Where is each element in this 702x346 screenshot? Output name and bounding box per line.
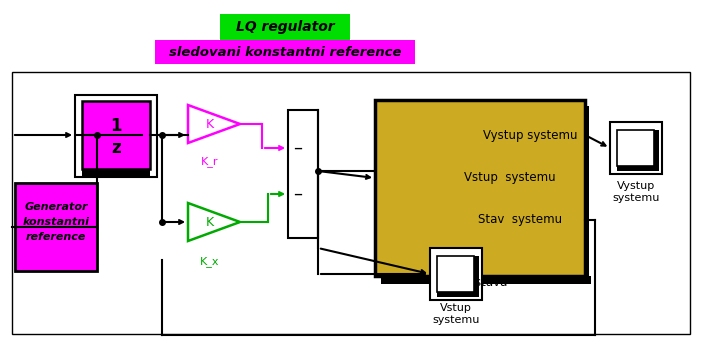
Text: Generator: Generator [25, 202, 88, 212]
Bar [617, 130, 654, 166]
Bar [654, 130, 659, 171]
Bar [288, 110, 318, 238]
Bar [15, 183, 97, 271]
Text: –: – [293, 139, 303, 157]
Text: Vystup systemu: Vystup systemu [483, 128, 577, 142]
Text: z: z [111, 139, 121, 157]
Text: konstantni: konstantni [22, 217, 89, 227]
Text: Vstup  systemu: Vstup systemu [464, 172, 556, 184]
Bar [437, 292, 474, 297]
Bar [75, 95, 157, 177]
Text: sledovani konstantni reference: sledovani konstantni reference [168, 46, 402, 58]
Bar [581, 106, 589, 282]
Text: –: – [293, 185, 303, 203]
Text: K_r: K_r [201, 156, 219, 167]
Bar [12, 72, 690, 334]
Bar [610, 122, 662, 174]
Bar [82, 101, 150, 169]
Bar [437, 256, 474, 292]
Text: LQ regulator: LQ regulator [236, 20, 334, 34]
Text: systemu: systemu [612, 193, 660, 203]
Text: K: K [206, 118, 214, 130]
Bar [220, 14, 350, 40]
Bar [155, 40, 415, 64]
Text: K_x: K_x [200, 256, 220, 267]
Bar [430, 248, 482, 300]
Text: 1: 1 [110, 117, 121, 135]
Text: Vystup: Vystup [617, 181, 655, 191]
Text: Vstup: Vstup [440, 303, 472, 313]
Text: systemu: systemu [432, 315, 479, 325]
Text: reference: reference [26, 232, 86, 242]
Bar [474, 256, 479, 297]
Bar [82, 169, 150, 177]
Text: Stav  systemu: Stav systemu [478, 213, 562, 227]
Text: K: K [206, 216, 214, 228]
Text: Soustava: Soustava [453, 276, 507, 290]
Bar [617, 166, 654, 171]
Bar [381, 276, 591, 284]
Bar [375, 100, 585, 276]
